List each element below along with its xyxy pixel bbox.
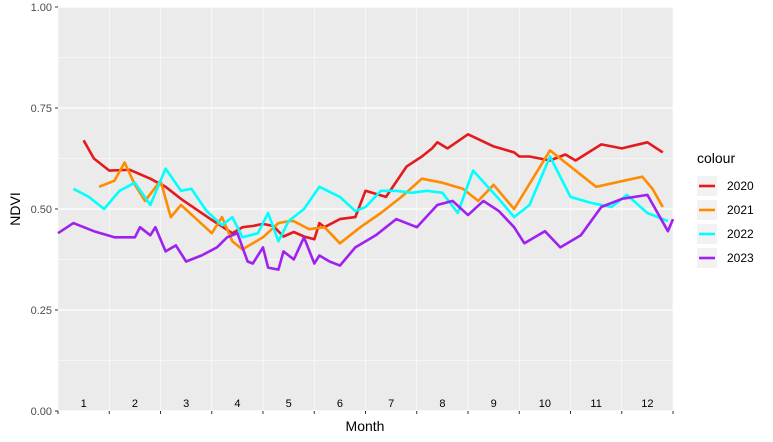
series-line-2021 xyxy=(98,149,664,251)
x-tick-label: 6 xyxy=(337,398,343,410)
legend-label-2022: 2022 xyxy=(727,227,754,241)
x-tick-label: 3 xyxy=(183,398,189,410)
x-tick-label: 9 xyxy=(491,398,497,410)
legend: colour 2020 2021 2022 2023 xyxy=(697,150,754,268)
y-axis-title: NDVI xyxy=(7,192,23,225)
grid-lines xyxy=(57,6,674,412)
x-tick-label: 2 xyxy=(132,398,138,410)
y-tick-label: 0.75 xyxy=(31,103,52,115)
series-line-2022 xyxy=(72,155,669,243)
x-tick-label: 10 xyxy=(539,398,551,410)
x-tick-label: 5 xyxy=(286,398,292,410)
series-lines xyxy=(57,133,675,271)
x-tick-label: 7 xyxy=(388,398,394,410)
legend-title: colour xyxy=(697,150,735,166)
legend-label-2021: 2021 xyxy=(727,203,754,217)
x-tick-label: 8 xyxy=(439,398,445,410)
series-line-2020 xyxy=(82,133,664,241)
x-axis-title: Month xyxy=(346,418,385,434)
legend-label-2023: 2023 xyxy=(727,251,754,265)
legend-label-2020: 2020 xyxy=(727,179,754,193)
y-tick-label: 0.50 xyxy=(31,204,52,216)
y-axis: 0.00 0.25 0.50 0.75 1.00 xyxy=(31,2,58,418)
x-axis: 1 2 3 4 5 6 7 8 9 10 11 12 xyxy=(57,398,674,414)
y-tick-label: 0.25 xyxy=(31,305,52,317)
x-tick-label: 4 xyxy=(234,398,240,410)
x-tick-label: 11 xyxy=(590,398,601,410)
x-tick-label: 1 xyxy=(81,398,87,410)
y-tick-label: 1.00 xyxy=(31,2,52,14)
series-line-2023 xyxy=(57,193,675,271)
y-tick-label: 0.00 xyxy=(31,406,52,418)
x-tick-label: 12 xyxy=(641,398,653,410)
